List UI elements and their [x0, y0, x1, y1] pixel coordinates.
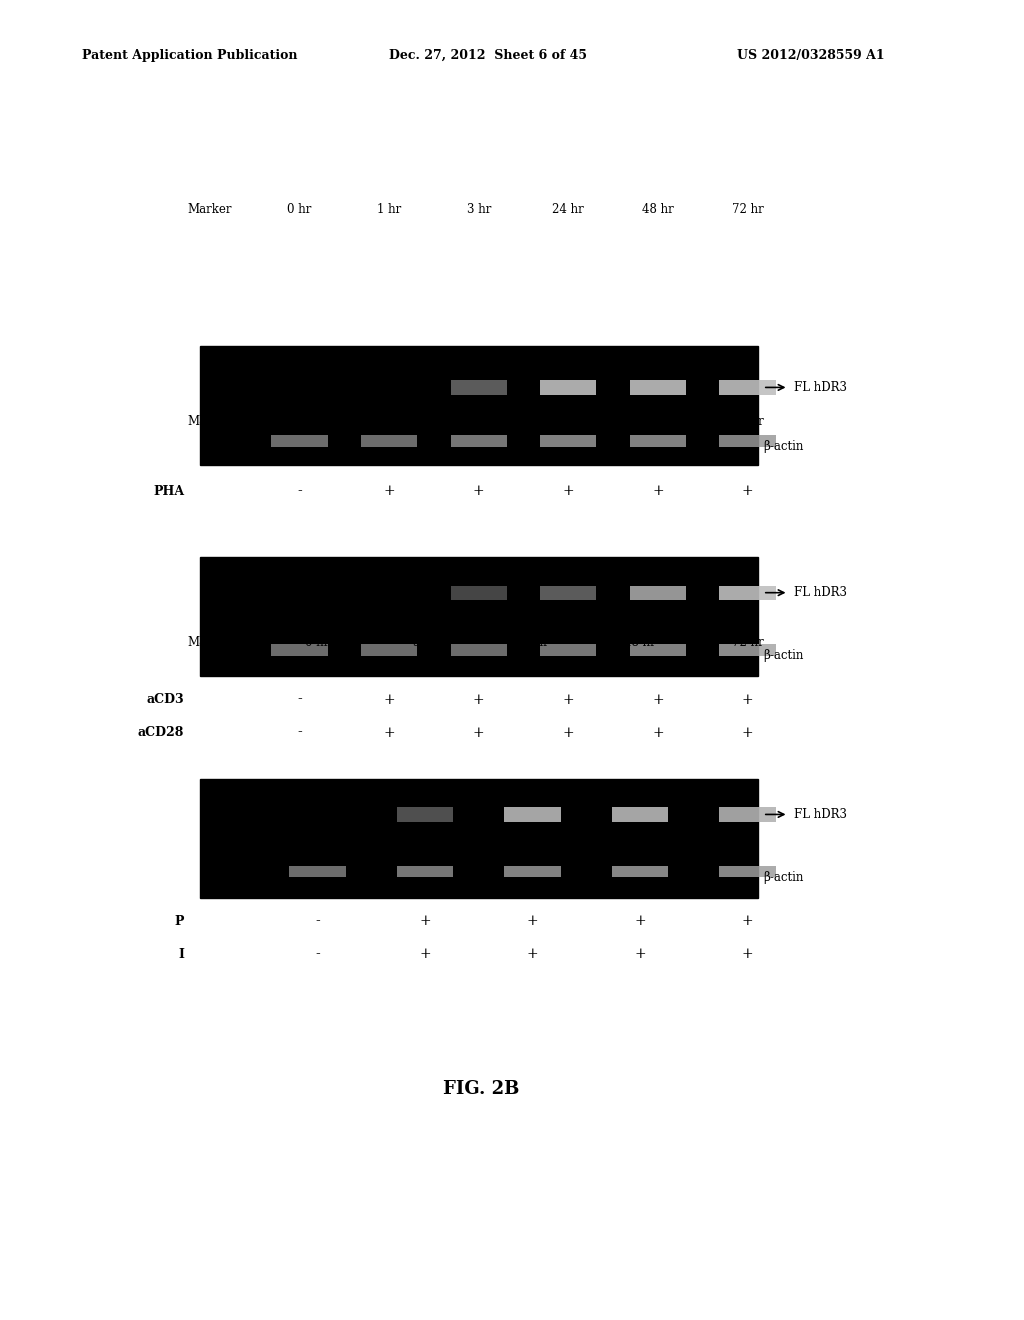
Text: Marker: Marker — [187, 203, 232, 216]
Text: +: + — [419, 915, 431, 928]
FancyBboxPatch shape — [541, 380, 596, 395]
Text: -: - — [297, 484, 302, 498]
Text: 0 hr: 0 hr — [288, 203, 311, 216]
FancyBboxPatch shape — [504, 866, 561, 878]
FancyBboxPatch shape — [396, 808, 453, 821]
FancyBboxPatch shape — [451, 380, 507, 395]
Text: 3 hr: 3 hr — [467, 203, 490, 216]
Text: aCD3: aCD3 — [146, 693, 184, 706]
FancyBboxPatch shape — [451, 586, 507, 599]
FancyBboxPatch shape — [719, 380, 776, 395]
Text: +: + — [634, 915, 646, 928]
Text: P: P — [175, 915, 184, 928]
FancyBboxPatch shape — [396, 866, 453, 878]
Text: +: + — [741, 726, 754, 739]
FancyBboxPatch shape — [630, 434, 686, 446]
Text: 72 hr: 72 hr — [731, 203, 764, 216]
Text: -: - — [315, 948, 319, 961]
Text: +: + — [652, 484, 664, 498]
FancyBboxPatch shape — [451, 434, 507, 446]
Text: +: + — [526, 948, 539, 961]
Text: +: + — [562, 726, 574, 739]
Text: -: - — [315, 915, 319, 928]
FancyBboxPatch shape — [630, 644, 686, 656]
Text: 48 hr: 48 hr — [624, 636, 656, 649]
Text: +: + — [652, 726, 664, 739]
Text: +: + — [419, 948, 431, 961]
Text: +: + — [383, 726, 395, 739]
Text: +: + — [634, 948, 646, 961]
Text: +: + — [473, 726, 484, 739]
FancyBboxPatch shape — [289, 866, 345, 878]
FancyBboxPatch shape — [271, 434, 328, 446]
Text: +: + — [383, 484, 395, 498]
Text: +: + — [383, 693, 395, 706]
Text: 24 hr: 24 hr — [642, 414, 674, 428]
FancyBboxPatch shape — [630, 380, 686, 395]
FancyBboxPatch shape — [630, 586, 686, 599]
Text: FIG. 2B: FIG. 2B — [443, 1080, 519, 1098]
FancyBboxPatch shape — [719, 644, 776, 656]
Text: 72 hr: 72 hr — [731, 636, 764, 649]
Text: β-actin: β-actin — [763, 649, 803, 663]
Text: +: + — [473, 693, 484, 706]
Text: 7 hr: 7 hr — [556, 414, 581, 428]
FancyBboxPatch shape — [200, 779, 758, 898]
Text: FL hDR3: FL hDR3 — [794, 808, 847, 821]
Text: +: + — [562, 484, 574, 498]
Text: +: + — [473, 484, 484, 498]
Text: Marker: Marker — [187, 414, 232, 428]
FancyBboxPatch shape — [271, 644, 328, 656]
FancyBboxPatch shape — [541, 434, 596, 446]
Text: +: + — [652, 693, 664, 706]
Text: 3 hr: 3 hr — [467, 414, 490, 428]
Text: +: + — [741, 948, 754, 961]
FancyBboxPatch shape — [612, 866, 669, 878]
Text: +: + — [526, 915, 539, 928]
Text: -: - — [297, 693, 302, 706]
Text: Dec. 27, 2012  Sheet 6 of 45: Dec. 27, 2012 Sheet 6 of 45 — [389, 49, 587, 62]
Text: FL hDR3: FL hDR3 — [794, 586, 847, 599]
FancyBboxPatch shape — [719, 586, 776, 599]
FancyBboxPatch shape — [541, 644, 596, 656]
FancyBboxPatch shape — [719, 866, 776, 878]
FancyBboxPatch shape — [541, 586, 596, 599]
Text: US 2012/0328559 A1: US 2012/0328559 A1 — [737, 49, 885, 62]
Text: 1 hr: 1 hr — [377, 203, 401, 216]
Text: I: I — [178, 948, 184, 961]
Text: +: + — [741, 915, 754, 928]
Text: +: + — [741, 484, 754, 498]
Text: -: - — [297, 726, 302, 739]
Text: PHA: PHA — [154, 484, 184, 498]
Text: aCD28: aCD28 — [138, 726, 184, 739]
FancyBboxPatch shape — [360, 434, 418, 446]
Text: 48 hr: 48 hr — [642, 203, 674, 216]
FancyBboxPatch shape — [504, 808, 561, 821]
Text: 24 hr: 24 hr — [516, 636, 549, 649]
FancyBboxPatch shape — [612, 808, 669, 821]
Text: 3 hr: 3 hr — [413, 636, 437, 649]
Text: 1 hr: 1 hr — [377, 414, 401, 428]
Text: Marker: Marker — [187, 636, 232, 649]
FancyBboxPatch shape — [200, 557, 758, 676]
FancyBboxPatch shape — [451, 644, 507, 656]
Text: +: + — [562, 693, 574, 706]
Text: Patent Application Publication: Patent Application Publication — [82, 49, 297, 62]
FancyBboxPatch shape — [719, 434, 776, 446]
FancyBboxPatch shape — [719, 808, 776, 821]
Text: 48 hr: 48 hr — [731, 414, 764, 428]
FancyBboxPatch shape — [200, 346, 758, 465]
Text: +: + — [741, 693, 754, 706]
Text: β-actin: β-actin — [763, 871, 803, 884]
Text: 0 hr: 0 hr — [305, 636, 330, 649]
Text: 24 hr: 24 hr — [552, 203, 585, 216]
Text: FL hDR3: FL hDR3 — [794, 381, 847, 393]
Text: 0 hr: 0 hr — [288, 414, 311, 428]
FancyBboxPatch shape — [360, 644, 418, 656]
Text: β-actin: β-actin — [763, 441, 803, 453]
